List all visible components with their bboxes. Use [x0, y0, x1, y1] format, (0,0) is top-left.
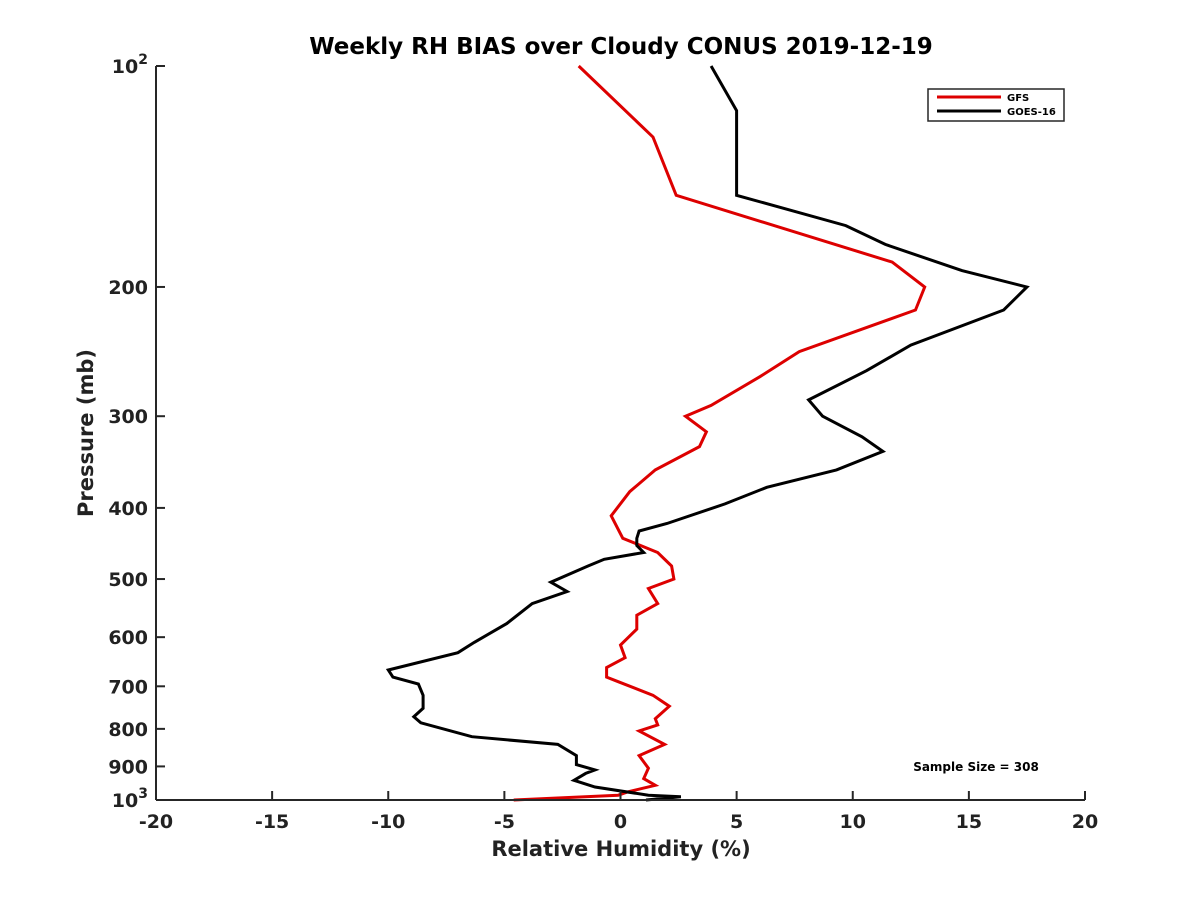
- y-tick-base: 10: [112, 790, 138, 812]
- y-tick-label: 500: [108, 569, 148, 591]
- series-line-gfs: [513, 64, 927, 802]
- y-tick-label: 800: [108, 719, 148, 741]
- x-axis-ticks: -20 -15 -10 -5 0 5 10 15 20: [139, 791, 1098, 833]
- x-axis-title: Relative Humidity (%): [491, 837, 750, 861]
- y-tick-label: 102: [112, 52, 148, 78]
- y-tick-label: 103: [112, 786, 148, 812]
- x-tick-label: 0: [614, 811, 627, 833]
- y-tick-label: 700: [108, 676, 148, 698]
- y-tick-exponent: 3: [138, 786, 148, 802]
- x-tick-label: -15: [255, 811, 289, 833]
- series-line-goes16: [385, 65, 1030, 802]
- chart-title: Weekly RH BIAS over Cloudy CONUS 2019-12…: [309, 34, 933, 60]
- y-tick-label: 900: [108, 756, 148, 778]
- sample-size-annotation: Sample Size = 308: [913, 760, 1039, 774]
- x-tick-label: -10: [371, 811, 405, 833]
- legend-box: [927, 88, 1065, 122]
- y-tick-exponent: 2: [138, 52, 148, 68]
- legend-label-goes16: GOES-16: [1007, 107, 1056, 118]
- plot-area: -20 -15 -10 -5 0 5 10 15 20 10220030040050060070…: [108, 52, 1098, 833]
- y-tick-label: 200: [108, 277, 148, 299]
- y-tick-label: 600: [108, 627, 148, 649]
- series-layer: [385, 64, 1030, 802]
- x-tick-label: 20: [1072, 811, 1098, 833]
- y-tick-label: 300: [108, 406, 148, 428]
- y-axis-title: Pressure (mb): [74, 349, 98, 517]
- x-tick-label: -5: [494, 811, 515, 833]
- x-tick-label: 15: [956, 811, 982, 833]
- legend-label-gfs: GFS: [1007, 93, 1029, 104]
- y-tick-label: 400: [108, 498, 148, 520]
- x-tick-label: 5: [730, 811, 743, 833]
- x-tick-label: 10: [840, 811, 866, 833]
- legend: GFS GOES-16: [927, 88, 1065, 122]
- x-tick-label: -20: [139, 811, 173, 833]
- y-tick-base: 10: [112, 56, 138, 78]
